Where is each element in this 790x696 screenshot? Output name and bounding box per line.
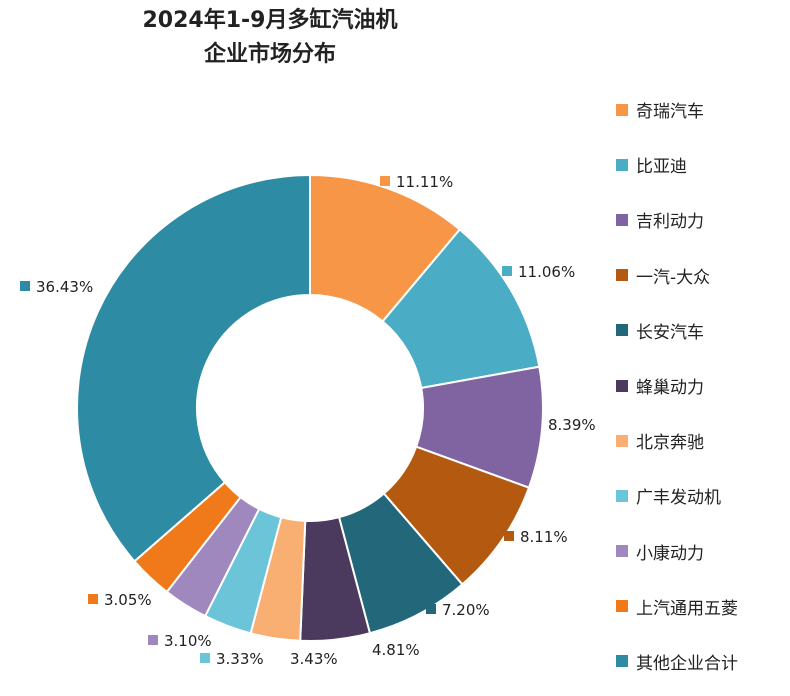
- chart-title-line-2: 企业市场分布: [203, 42, 336, 67]
- slice-label-key-8: [200, 653, 210, 663]
- legend-label: 小康动力: [636, 543, 704, 564]
- legend-label: 蜂巢动力: [636, 378, 704, 399]
- slice-label-key-1: [380, 176, 390, 186]
- legend-swatch: [616, 434, 628, 447]
- legend: 奇瑞汽车比亚迪吉利动力一汽-大众长安汽车蜂巢动力北京奔驰广丰发动机小康动力上汽通…: [616, 82, 786, 689]
- legend-item: 长安汽车: [616, 303, 786, 358]
- slice-labels: 11.11% 11.06% 8.39% 8.11% 7.20% 4.81% 3.43% 3.3…: [20, 173, 596, 668]
- slice-label-key-4: [504, 531, 514, 541]
- legend-item: 吉利动力: [616, 192, 786, 247]
- legend-label: 奇瑞汽车: [636, 102, 704, 123]
- legend-item: 小康动力: [616, 524, 786, 579]
- legend-item: 蜂巢动力: [616, 358, 786, 413]
- slice-label-1: 11.11%: [396, 173, 453, 191]
- slice-label-key-2: [502, 266, 512, 276]
- legend-label: 吉利动力: [636, 212, 704, 233]
- legend-item: 比亚迪: [616, 137, 786, 192]
- legend-swatch: [616, 545, 628, 558]
- donut-slices: [76, 173, 544, 642]
- chart-title-line-1: 2024年1-9月多缸汽油机: [142, 8, 398, 33]
- slice-label-key-10: [88, 594, 98, 604]
- legend-swatch: [616, 103, 628, 116]
- legend-swatch: [616, 158, 628, 171]
- legend-label: 广丰发动机: [636, 488, 721, 509]
- legend-item: 一汽-大众: [616, 248, 786, 303]
- legend-swatch: [616, 213, 628, 226]
- legend-swatch: [616, 600, 628, 613]
- slice-label-7: 3.43%: [290, 650, 338, 668]
- slice-label-key-9: [148, 635, 158, 645]
- legend-label: 北京奔驰: [636, 433, 704, 454]
- slice-label-5: 7.20%: [442, 601, 490, 619]
- legend-item: 北京奔驰: [616, 413, 786, 468]
- slice-label-key-11: [20, 281, 30, 291]
- slice-label-3: 8.39%: [548, 416, 596, 434]
- slice-label-key-5: [426, 604, 436, 614]
- legend-item: 上汽通用五菱: [616, 579, 786, 634]
- legend-label: 其他企业合计: [636, 653, 738, 674]
- legend-item: 其他企业合计: [616, 634, 786, 689]
- slice-label-8: 3.33%: [216, 650, 264, 668]
- slice-label-2: 11.06%: [518, 263, 575, 281]
- slice-label-9: 3.10%: [164, 632, 212, 650]
- legend-item: 奇瑞汽车: [616, 82, 786, 137]
- donut-slice-11: [76, 173, 311, 563]
- slice-label-10: 3.05%: [104, 591, 152, 609]
- legend-label: 一汽-大众: [636, 267, 711, 288]
- legend-item: 广丰发动机: [616, 468, 786, 523]
- slice-label-11: 36.43%: [36, 278, 93, 296]
- legend-swatch: [616, 269, 628, 282]
- slice-label-4: 8.11%: [520, 528, 568, 546]
- legend-label: 比亚迪: [636, 157, 687, 178]
- legend-swatch: [616, 379, 628, 392]
- legend-label: 上汽通用五菱: [636, 598, 738, 619]
- slice-label-6: 4.81%: [372, 641, 420, 659]
- legend-swatch: [616, 655, 628, 668]
- legend-swatch: [616, 324, 628, 337]
- legend-label: 长安汽车: [636, 322, 704, 343]
- legend-swatch: [616, 489, 628, 502]
- chart-title: 2024年1-9月多缸汽油机 企业市场分布: [0, 4, 540, 72]
